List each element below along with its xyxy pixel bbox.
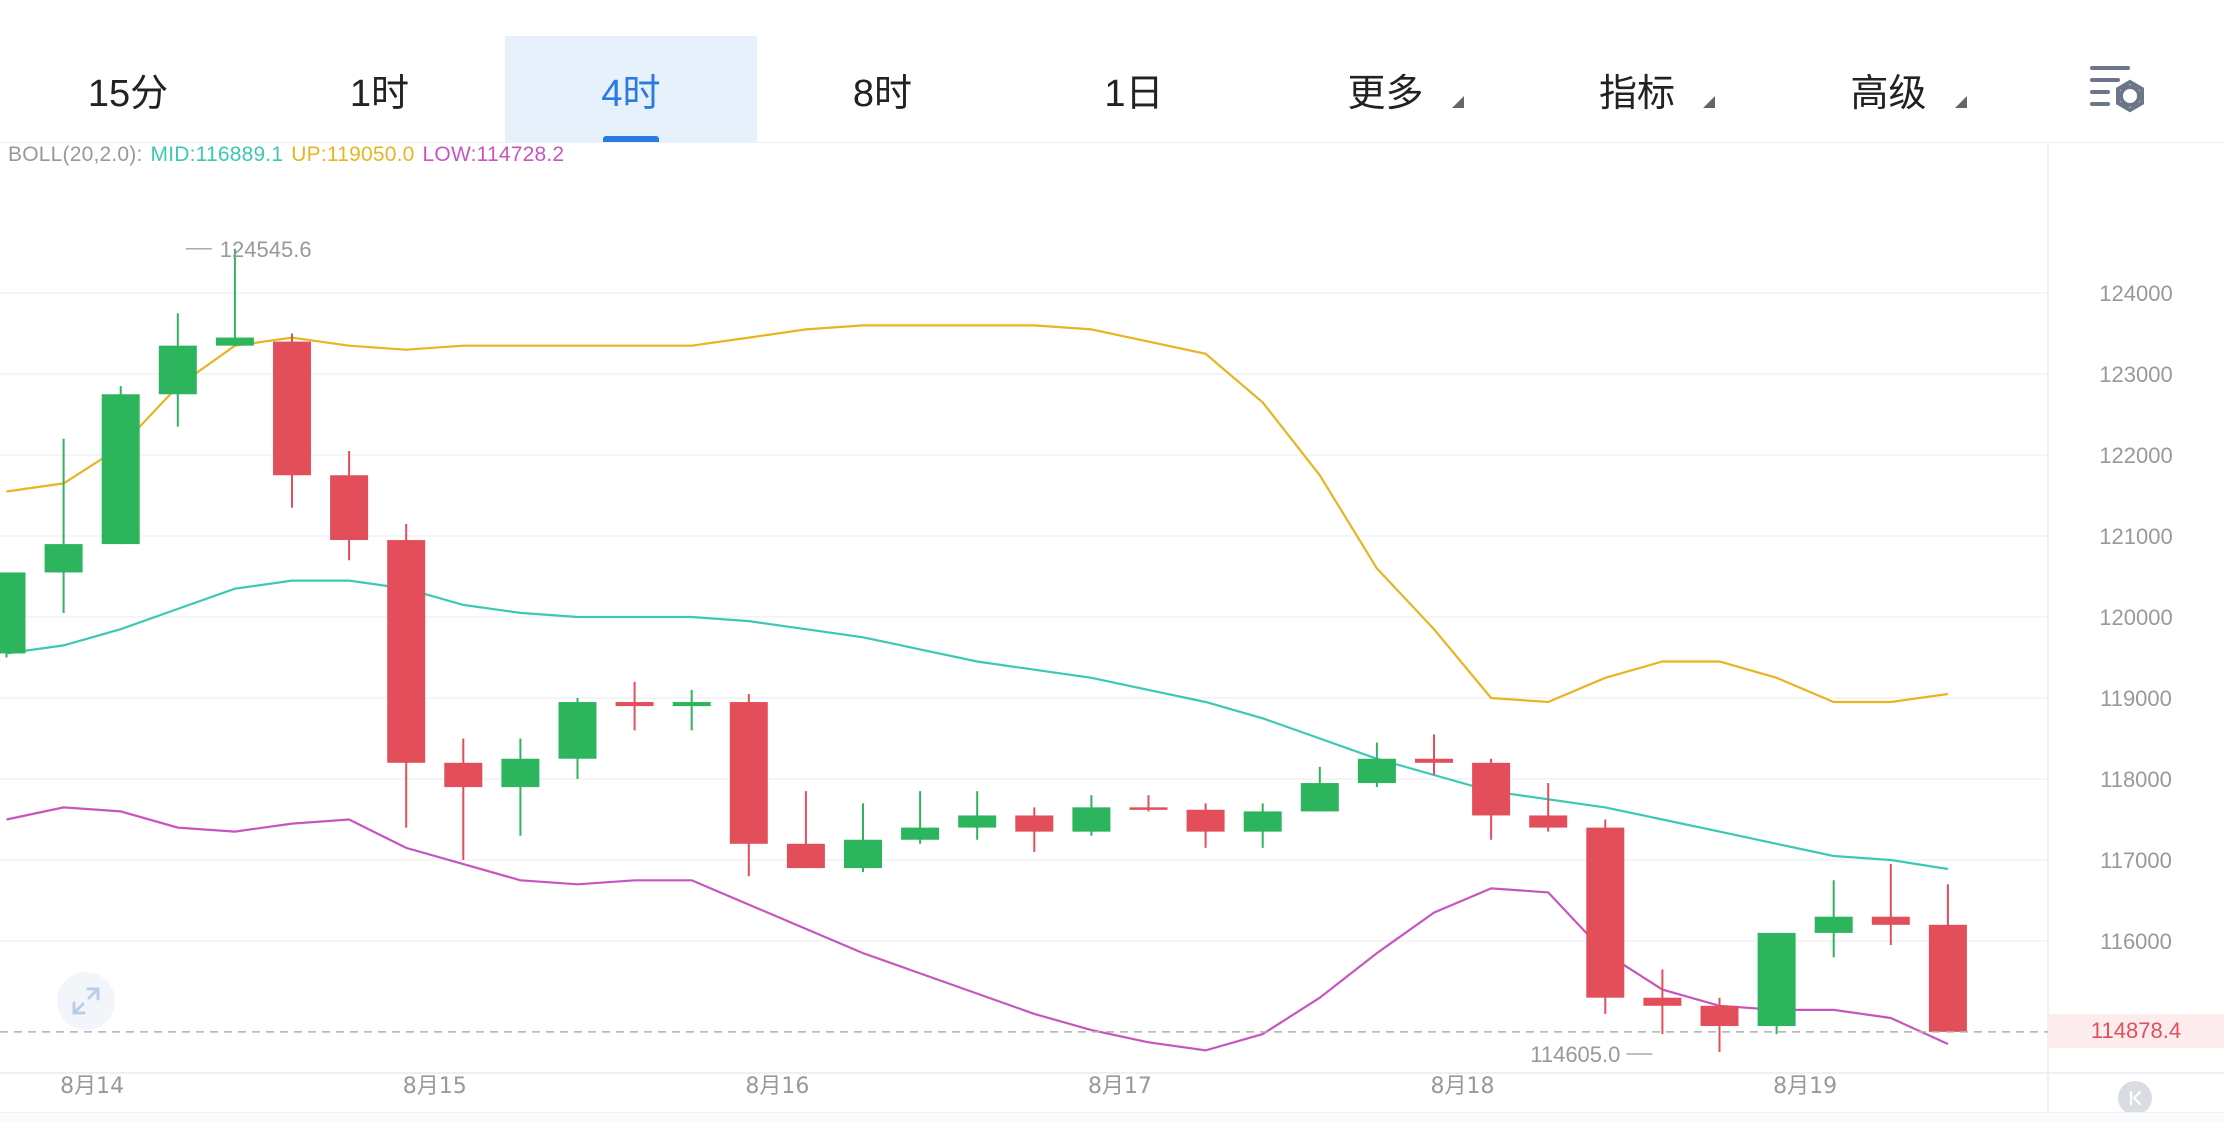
current-price-tag: 114878.4: [2048, 1014, 2224, 1048]
candle-body: [1300, 783, 1339, 812]
candle-body: [1015, 815, 1054, 832]
candle-body: [1529, 815, 1568, 828]
candle-body: [615, 702, 654, 707]
candle-body: [1072, 807, 1111, 832]
candle-body: [1357, 758, 1396, 784]
tab-8[interactable]: 高级: [1763, 36, 2015, 142]
tab-label: 4时: [601, 72, 661, 115]
candle-body: [501, 758, 540, 788]
expand-chart-button[interactable]: [57, 972, 115, 1030]
tab-7[interactable]: 指标: [1511, 36, 1763, 142]
candle-body: [1243, 811, 1282, 832]
plot-area: [0, 248, 1967, 1052]
x-tick-label: 8月15: [403, 1074, 467, 1099]
candle-body: [672, 702, 711, 707]
dropdown-caret-icon: [1703, 96, 1715, 108]
y-tick-label: 123000: [2099, 362, 2172, 387]
candle-body: [44, 544, 83, 573]
chart-settings-icon[interactable]: [2088, 62, 2148, 114]
tab-label: 8时: [852, 72, 913, 115]
x-tick-label: 8月18: [1431, 1074, 1495, 1099]
candle-body: [330, 475, 369, 541]
candle-body: [158, 345, 197, 395]
timeframe-tabbar: 15分 1时 4时 8时 1日 更多 指标 高级: [0, 0, 2224, 143]
dropdown-caret-icon: [1451, 96, 1464, 108]
scroll-to-latest-button[interactable]: [2118, 1081, 2152, 1115]
tab-label: 15分: [87, 72, 169, 115]
candlestick-chart[interactable]: 124000 123000 122000 121000 120000 119000 1180…: [0, 142, 2224, 1112]
y-tick-label: 121000: [2099, 524, 2172, 549]
candle-body: [1928, 924, 1967, 1032]
boll-low-line: [6, 806, 1949, 1052]
y-tick-label: 124000: [2099, 281, 2172, 306]
boll-legend-low: LOW:114728.2: [422, 143, 565, 166]
x-tick-label: 8月17: [1088, 1074, 1152, 1099]
tab-5[interactable]: 1日: [1008, 36, 1260, 142]
dropdown-caret-icon: [1954, 96, 1967, 108]
candle-body: [958, 815, 997, 828]
candle-body: [101, 394, 140, 545]
candle-body: [786, 843, 825, 869]
candle-body: [1871, 916, 1910, 925]
x-tick-label: 8月16: [745, 1074, 809, 1099]
tab-label: 指标: [1598, 72, 1675, 115]
candle-body: [1186, 809, 1225, 832]
bottom-strip: [0, 1112, 2224, 1122]
tab-3[interactable]: 4时: [505, 36, 757, 142]
candle-body: [1472, 762, 1511, 816]
candle-body: [901, 827, 940, 840]
tab-label: 1日: [1104, 72, 1164, 115]
y-tick-label: 122000: [2099, 443, 2172, 468]
candle-body: [558, 702, 597, 759]
candle-body: [1757, 932, 1796, 1027]
boll-up-line: [6, 324, 1949, 704]
x-tick-label: 8月19: [1773, 1074, 1837, 1099]
y-tick-label: 120000: [2099, 605, 2172, 630]
candle-body: [844, 839, 882, 869]
min-price-label: 114605.0: [1530, 1042, 1620, 1067]
candle-body: [273, 341, 311, 476]
candle-body: [1129, 807, 1168, 810]
y-tick-label: 118000: [2100, 767, 2172, 792]
tab-4[interactable]: 8时: [757, 36, 1009, 142]
candle-body: [729, 702, 768, 844]
candle-body: [1643, 997, 1682, 1006]
boll-legend-mid: MID:116889.1: [150, 143, 284, 166]
y-tick-label: 116000: [2100, 929, 2172, 954]
candle-body: [1700, 1005, 1739, 1027]
expand-icon: [72, 987, 100, 1015]
candle-body: [215, 337, 254, 346]
tab-1[interactable]: 15分: [2, 36, 254, 142]
y-tick-label: 117000: [2100, 848, 2172, 873]
candle-body: [444, 762, 483, 788]
boll-legend: BOLL(20,2.0): MID:116889.1 UP:119050.0 LOW:…: [8, 143, 572, 167]
x-tick-label: 8月14: [60, 1074, 124, 1099]
boll-legend-name: BOLL(20,2.0):: [8, 143, 143, 166]
tab-2[interactable]: 1时: [254, 36, 506, 142]
boll-mid-line: [6, 579, 1949, 871]
boll-legend-up: UP:119050.0: [291, 143, 415, 166]
current-price-label: 114878.4: [2090, 1018, 2182, 1043]
tab-6[interactable]: 更多: [1260, 36, 1512, 142]
candle-body: [1586, 827, 1625, 998]
max-price-label: 124545.6: [220, 237, 312, 262]
candle-body: [0, 572, 26, 654]
active-tab-indicator: [603, 136, 659, 142]
candle-body: [1814, 916, 1853, 933]
tab-label: 1时: [349, 72, 410, 115]
candle-body: [387, 540, 426, 763]
y-tick-label: 119000: [2100, 686, 2172, 711]
skip-to-end-icon: [2129, 1090, 2142, 1106]
tab-label: 高级: [1850, 72, 1927, 115]
candle-body: [1415, 758, 1453, 763]
tab-label: 更多: [1347, 72, 1424, 115]
